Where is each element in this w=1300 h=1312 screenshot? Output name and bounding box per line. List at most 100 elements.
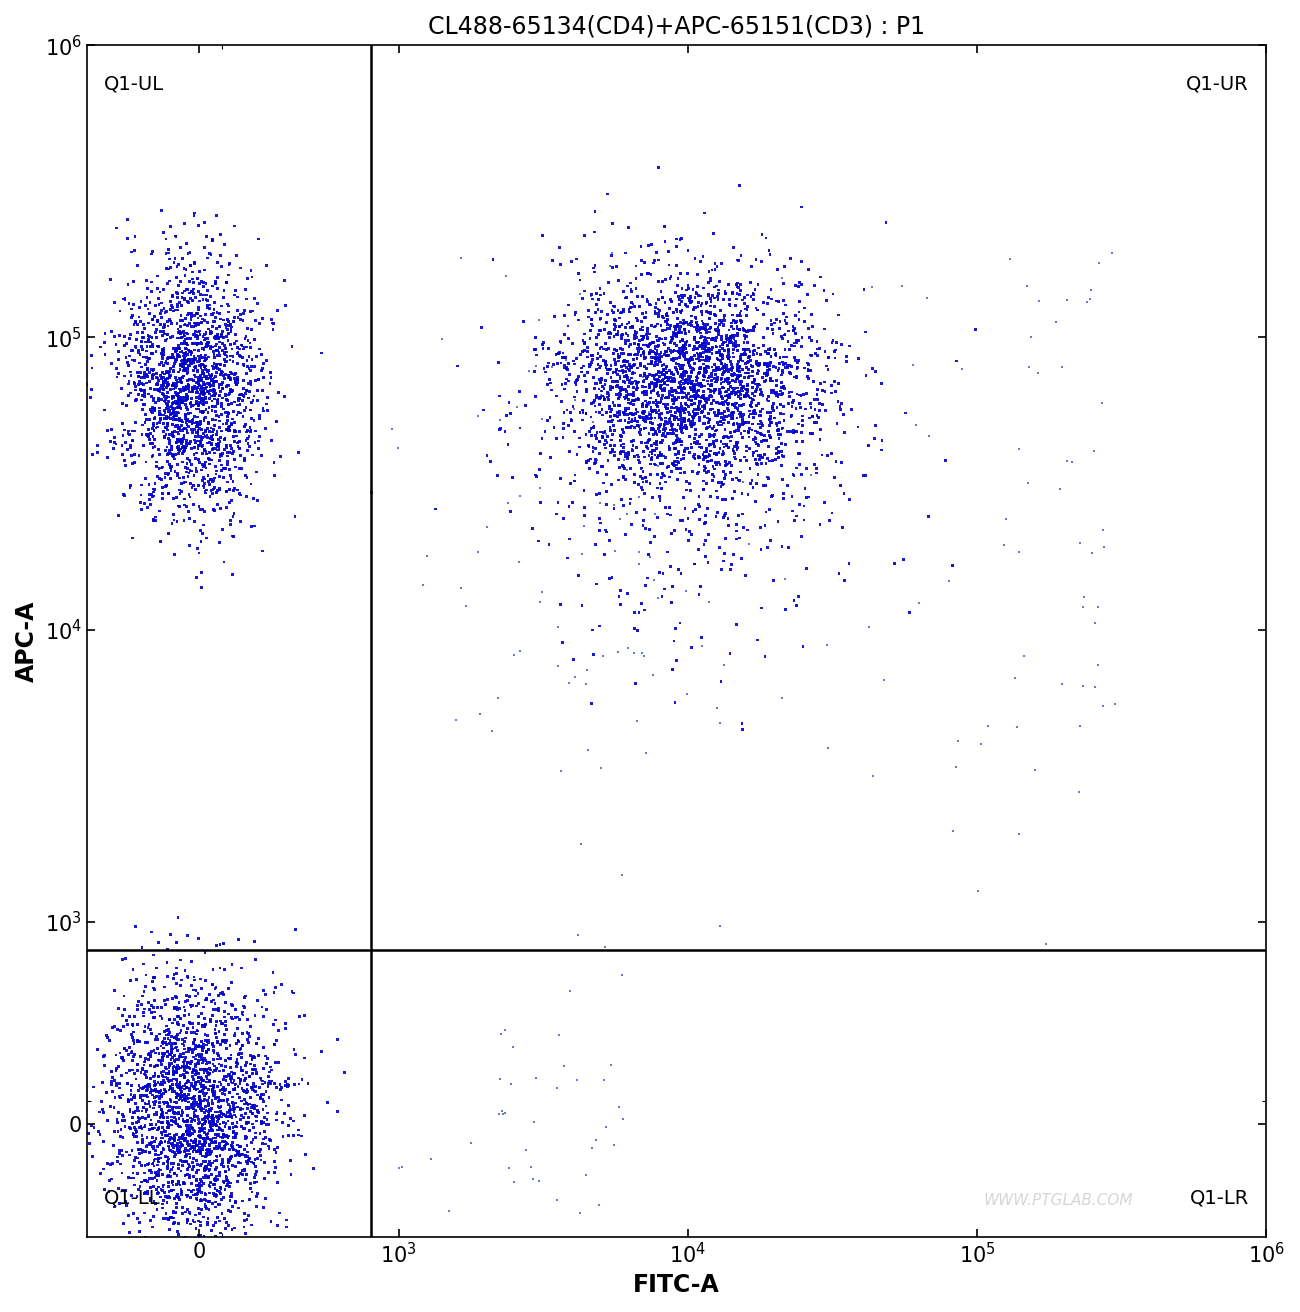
Point xyxy=(217,1102,238,1123)
Point xyxy=(624,642,645,663)
Point xyxy=(615,443,636,464)
Point xyxy=(734,367,755,388)
Point xyxy=(256,394,277,415)
Point xyxy=(165,367,186,388)
Point xyxy=(727,529,747,550)
Point xyxy=(170,323,191,344)
Point xyxy=(676,279,697,300)
Point xyxy=(556,369,577,390)
Point xyxy=(594,388,615,409)
Point xyxy=(636,302,656,323)
Point xyxy=(658,345,679,366)
Point xyxy=(168,1084,188,1105)
Point xyxy=(680,348,701,369)
Point xyxy=(104,426,125,447)
Point xyxy=(993,534,1014,555)
Point xyxy=(227,1030,248,1051)
Point xyxy=(689,408,710,429)
Point xyxy=(334,1061,355,1082)
Point xyxy=(716,359,737,380)
Point xyxy=(604,442,625,463)
Point xyxy=(162,1068,183,1089)
Point xyxy=(205,357,226,378)
Point xyxy=(208,1119,229,1140)
Point xyxy=(240,421,261,442)
Point xyxy=(729,319,750,340)
Point xyxy=(230,310,251,331)
Point xyxy=(646,390,667,411)
Point xyxy=(90,1123,110,1144)
Point xyxy=(186,416,207,437)
Point xyxy=(225,391,246,412)
Point xyxy=(237,1127,257,1148)
Point xyxy=(240,1101,261,1122)
Point xyxy=(194,213,214,234)
Point xyxy=(294,1261,315,1282)
Point xyxy=(209,466,230,487)
Point xyxy=(627,321,647,342)
Point xyxy=(538,338,559,359)
Point xyxy=(214,1179,235,1200)
Point xyxy=(188,475,209,496)
Point xyxy=(586,422,607,443)
Point xyxy=(224,1080,244,1101)
Point xyxy=(670,316,690,337)
Point xyxy=(146,1075,166,1096)
Point xyxy=(703,297,724,318)
Point xyxy=(727,369,747,390)
Point xyxy=(240,392,261,413)
Point xyxy=(715,283,736,304)
Point xyxy=(785,458,806,479)
Point xyxy=(647,508,668,529)
Point xyxy=(732,411,753,432)
Point xyxy=(194,1077,214,1098)
Point xyxy=(144,407,165,428)
Point xyxy=(178,1051,199,1072)
Point xyxy=(760,401,781,422)
Point xyxy=(131,367,152,388)
Point xyxy=(227,341,248,362)
Point xyxy=(633,366,654,387)
Point xyxy=(693,370,714,391)
Point xyxy=(139,293,160,314)
Point xyxy=(178,379,199,400)
Point xyxy=(777,392,798,413)
Point xyxy=(150,282,170,303)
Point xyxy=(211,1182,231,1203)
Point xyxy=(690,576,711,597)
Point xyxy=(636,335,656,356)
Point xyxy=(187,438,208,459)
Point xyxy=(658,424,679,445)
Point xyxy=(692,294,712,315)
Point xyxy=(532,428,552,449)
Point xyxy=(625,256,646,277)
Point xyxy=(760,367,781,388)
Point xyxy=(759,359,780,380)
Point xyxy=(693,380,714,401)
Point xyxy=(679,425,699,446)
Point xyxy=(140,1082,161,1103)
Point xyxy=(811,445,832,466)
Point xyxy=(173,321,194,342)
Point xyxy=(233,384,254,405)
Point xyxy=(615,350,636,371)
Point xyxy=(209,1136,230,1157)
Point xyxy=(188,375,209,396)
Point xyxy=(191,1031,212,1052)
Point xyxy=(645,338,666,359)
Point xyxy=(673,335,694,356)
Point xyxy=(200,1128,221,1149)
Point xyxy=(199,1140,220,1161)
Point xyxy=(718,394,738,415)
Point xyxy=(205,1114,226,1135)
Point xyxy=(732,483,753,504)
Point xyxy=(656,367,677,388)
Point xyxy=(176,1152,196,1173)
Point xyxy=(203,479,224,500)
Point xyxy=(148,1050,169,1071)
Point xyxy=(147,379,168,400)
Point xyxy=(601,375,621,396)
Point xyxy=(183,395,204,416)
Point xyxy=(540,446,560,467)
Point xyxy=(166,1057,187,1078)
